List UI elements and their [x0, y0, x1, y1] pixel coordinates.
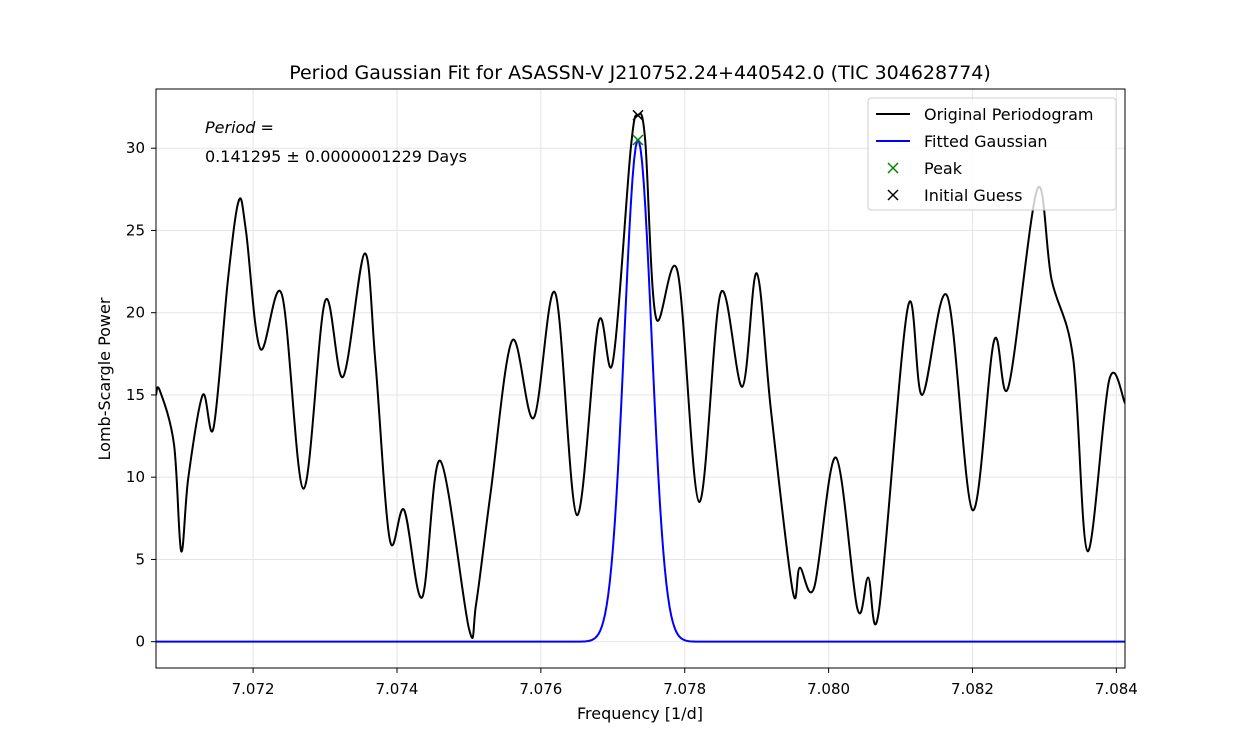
x-axis-label: Frequency [1/d]	[577, 704, 703, 723]
y-tick-label: 25	[126, 221, 145, 239]
y-tick-label: 30	[126, 139, 145, 157]
x-tick-label: 7.072	[232, 680, 275, 698]
legend-item: Fitted Gaussian	[876, 132, 1048, 151]
ticks: 7.072 7.074 7.076 7.078 7.080 7.082 7.084 0 5 10 1…	[126, 139, 1138, 698]
legend-marker	[887, 189, 899, 201]
y-axis-label: Lomb-Scargle Power	[95, 297, 114, 460]
series-fitted-gaussian	[156, 139, 1125, 643]
legend-box	[867, 97, 1117, 211]
legend-item: Initial Guess	[887, 186, 1022, 205]
x-tick-label: 7.082	[951, 680, 994, 698]
x-tick-label: 7.074	[376, 680, 419, 698]
x-tick-label: 7.084	[1095, 680, 1138, 698]
legend-label: Initial Guess	[924, 186, 1022, 205]
legend-item: Original Periodogram	[876, 105, 1094, 124]
legend-label: Fitted Gaussian	[924, 132, 1048, 151]
y-tick-label: 20	[126, 304, 145, 322]
chart-title: Period Gaussian Fit for ASASSN-V J210752…	[289, 62, 991, 84]
y-tick-label: 0	[135, 633, 145, 651]
marker-initial-guess	[632, 109, 644, 121]
period-label: Period	[205, 118, 256, 137]
legend-label: Peak	[924, 159, 963, 178]
x-tick-label: 7.080	[807, 680, 850, 698]
legend: Original Periodogram Fitted Gaussian Peak I…	[867, 97, 1117, 211]
marker-peak	[632, 134, 644, 146]
x-tick-label: 7.076	[519, 680, 562, 698]
period-annotation: Period = 0.141295 ± 0.0000001229 Days	[205, 118, 467, 166]
legend-label: Original Periodogram	[924, 105, 1094, 124]
y-tick-label: 10	[126, 468, 145, 486]
x-tick-label: 7.078	[663, 680, 706, 698]
period-equals: =	[255, 118, 274, 137]
period-value: 0.141295 ± 0.0000001229 Days	[205, 147, 467, 166]
plot-area	[156, 109, 1125, 643]
series-original-periodogram	[156, 112, 1125, 639]
series-layer	[156, 109, 1125, 643]
period-label-line: Period =	[205, 118, 274, 137]
legend-item: Peak	[887, 159, 963, 178]
legend-marker	[887, 162, 899, 174]
y-tick-label: 5	[135, 550, 145, 568]
axes-frame	[155, 88, 1126, 669]
y-tick-label: 15	[126, 386, 145, 404]
